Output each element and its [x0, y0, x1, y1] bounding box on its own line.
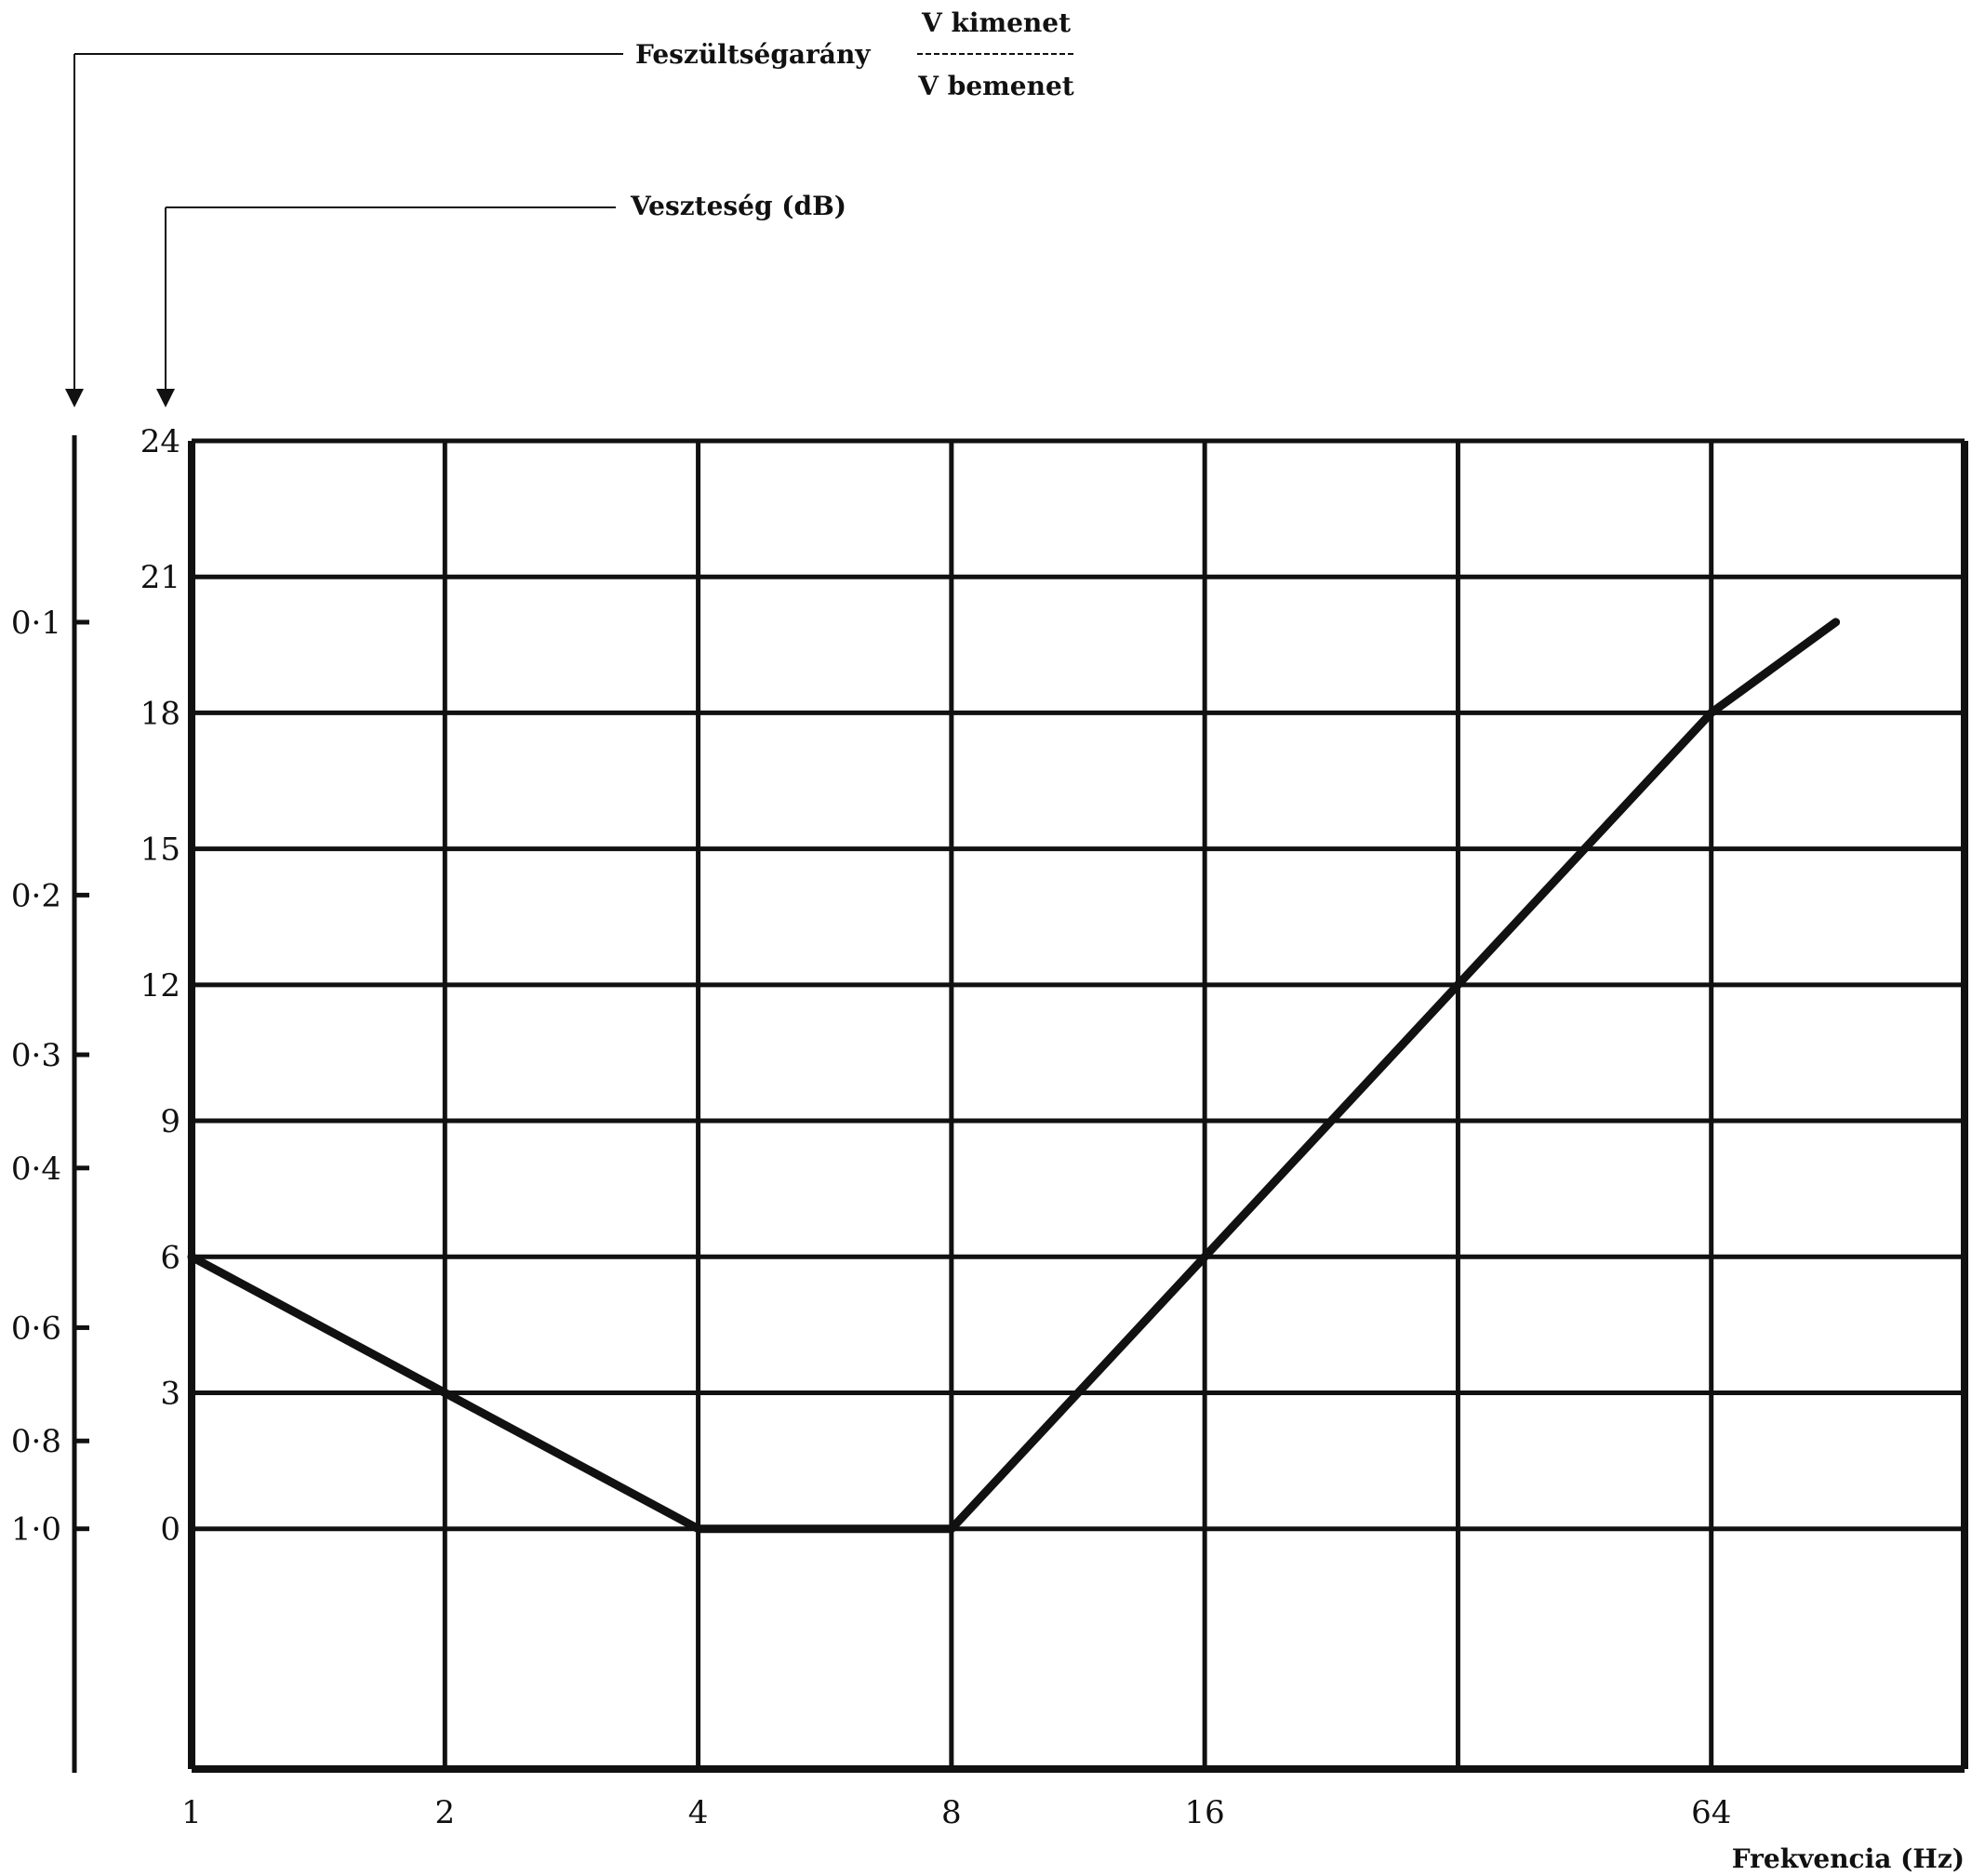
y-tick-label: 6 [160, 1239, 180, 1276]
voltage-ratio-tick-label: 0·2 [11, 877, 61, 914]
voltage-ratio-tick-label: 0·6 [11, 1310, 61, 1347]
x-tick-label: 64 [1691, 1794, 1731, 1831]
y-tick-label: 24 [140, 423, 180, 460]
y-tick-label: 12 [140, 967, 180, 1005]
voltage-ratio-pointer-arrow [65, 389, 84, 407]
x-tick-label: 4 [688, 1794, 709, 1831]
axes [65, 53, 623, 1773]
voltage-ratio-tick-label: 0·1 [11, 605, 61, 642]
voltage-ratio-denominator: V bemenet [917, 71, 1073, 101]
y-tick-label: 21 [140, 559, 180, 596]
y-tick-label: 18 [140, 695, 180, 732]
y-tick-label: 3 [160, 1375, 180, 1412]
voltage-ratio-tick-label: 1·0 [11, 1511, 61, 1549]
x-tick-label: 16 [1185, 1794, 1225, 1831]
axis-titles: Feszültségarány V kimenet V bemenet Vesz… [630, 7, 1965, 1874]
y-tick-label: 0 [160, 1511, 180, 1549]
voltage-ratio-axis-label: Feszültségarány [635, 39, 871, 70]
x-tick-label: 1 [181, 1794, 202, 1831]
voltage-ratio-numerator: V kimenet [921, 7, 1071, 38]
loss-pointer-arrow [156, 389, 175, 407]
loss-curve-line [187, 618, 1841, 1534]
data-series [187, 618, 1841, 1534]
voltage-ratio-tick-label: 0·3 [11, 1037, 61, 1074]
voltage-ratio-tick-label: 0·4 [11, 1151, 61, 1188]
frequency-axis-label: Frekvencia (Hz) [1732, 1843, 1965, 1874]
loss-axis-label: Veszteség (dB) [630, 191, 846, 221]
grid [188, 438, 1968, 1773]
x-tick-label: 8 [941, 1794, 962, 1831]
y-tick-label: 15 [140, 832, 180, 869]
y-tick-label: 9 [160, 1103, 180, 1140]
x-tick-label: 2 [434, 1794, 455, 1831]
voltage-ratio-tick-label: 0·8 [11, 1423, 61, 1460]
